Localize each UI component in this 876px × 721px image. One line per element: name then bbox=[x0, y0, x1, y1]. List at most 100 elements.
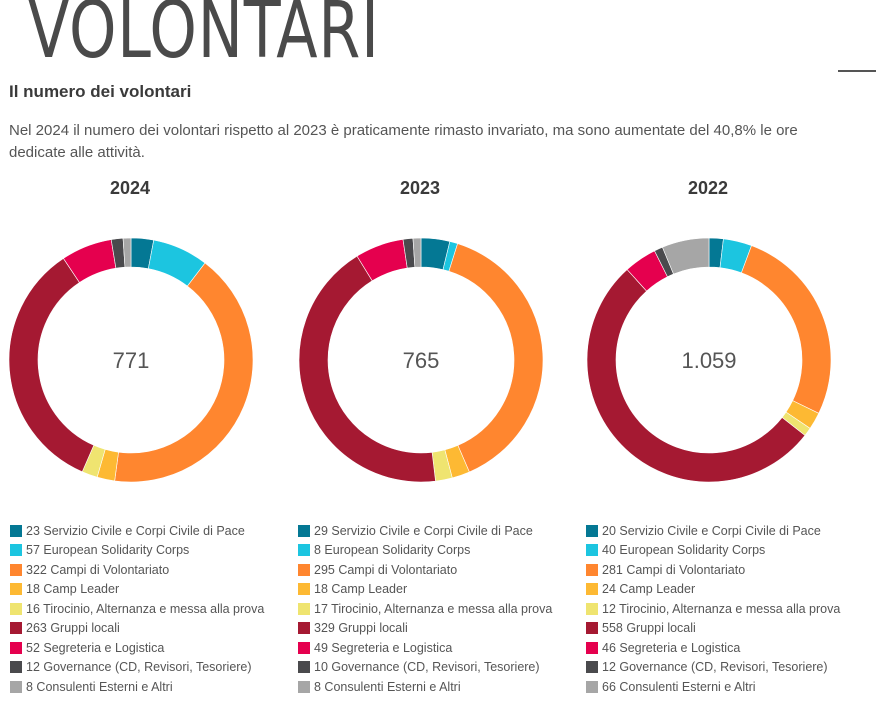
legend-label: 23 Servizio Civile e Corpi Civile di Pac… bbox=[26, 523, 245, 538]
legend-swatch bbox=[586, 563, 598, 576]
legend-label: 52 Segreteria e Logistica bbox=[26, 640, 165, 655]
donut-slice-consulenti-esterni-e-altri bbox=[122, 237, 132, 268]
donut-center-total: 771 bbox=[113, 348, 150, 373]
legend-label: 322 Campi di Volontariato bbox=[26, 562, 170, 577]
legend-swatch bbox=[298, 661, 310, 674]
donut-chart-2024: 771 bbox=[8, 237, 254, 483]
legend-label: 263 Gruppi locali bbox=[26, 621, 120, 636]
legend-item-camp-leader: 24 Camp Leader bbox=[586, 580, 840, 600]
legend-swatch bbox=[298, 622, 310, 635]
legend-swatch bbox=[10, 641, 22, 654]
legend-label: 8 Consulenti Esterni e Altri bbox=[26, 679, 173, 694]
legend-swatch bbox=[586, 622, 598, 635]
chart-legend: 23 Servizio Civile e Corpi Civile di Pac… bbox=[10, 521, 264, 697]
legend-item-consulenti-esterni-e-altri: 8 Consulenti Esterni e Altri bbox=[10, 677, 264, 697]
legend-swatch bbox=[10, 524, 22, 537]
legend-label: 10 Governance (CD, Revisori, Tesoriere) bbox=[314, 660, 540, 675]
legend-swatch bbox=[298, 524, 310, 537]
section-subtitle: Il numero dei volontari bbox=[9, 82, 192, 101]
legend-label: 40 European Solidarity Corps bbox=[602, 543, 766, 558]
legend-label: 29 Servizio Civile e Corpi Civile di Pac… bbox=[314, 523, 533, 538]
legend-item-gruppi-locali: 558 Gruppi locali bbox=[586, 619, 840, 639]
donut-slice-consulenti-esterni-e-altri bbox=[412, 237, 422, 268]
legend-label: 295 Campi di Volontariato bbox=[314, 562, 458, 577]
chart-legend: 29 Servizio Civile e Corpi Civile di Pac… bbox=[298, 521, 552, 697]
legend-swatch bbox=[10, 563, 22, 576]
legend-swatch bbox=[298, 641, 310, 654]
legend-swatch bbox=[586, 583, 598, 596]
legend-swatch bbox=[298, 680, 310, 693]
legend-item-servizio-civile-e-corpi-civile-di-pace: 20 Servizio Civile e Corpi Civile di Pac… bbox=[586, 521, 840, 541]
legend-item-tirocinio-alternanza-e-messa-alla-prova: 12 Tirocinio, Alternanza e messa alla pr… bbox=[586, 599, 840, 619]
chart-panel-2022: 2022 1.059 20 Servizio Civile e Corpi Ci… bbox=[578, 174, 868, 704]
page-title: VOLONTARI bbox=[28, 0, 380, 76]
legend-item-governance-cd-revisori-tesoriere: 12 Governance (CD, Revisori, Tesoriere) bbox=[10, 658, 264, 678]
donut-chart-2022: 1.059 bbox=[586, 237, 832, 483]
legend-label: 281 Campi di Volontariato bbox=[602, 562, 746, 577]
legend-swatch bbox=[586, 661, 598, 674]
donut-slice-gruppi-locali bbox=[586, 269, 806, 483]
legend-item-european-solidarity-corps: 57 European Solidarity Corps bbox=[10, 541, 264, 561]
legend-label: 329 Gruppi locali bbox=[314, 621, 408, 636]
legend-item-campi-di-volontariato: 322 Campi di Volontariato bbox=[10, 560, 264, 580]
chart-panel-2024: 2024 771 23 Servizio Civile e Corpi Civi… bbox=[0, 174, 290, 704]
legend-swatch bbox=[298, 544, 310, 557]
chart-title: 2023 bbox=[399, 178, 441, 198]
legend-item-camp-leader: 18 Camp Leader bbox=[298, 580, 552, 600]
legend-label: 49 Segreteria e Logistica bbox=[314, 640, 453, 655]
legend-item-campi-di-volontariato: 295 Campi di Volontariato bbox=[298, 560, 552, 580]
legend-swatch bbox=[298, 583, 310, 596]
legend-label: 17 Tirocinio, Alternanza e messa alla pr… bbox=[314, 601, 553, 616]
donut-slice-campi-di-volontariato bbox=[114, 262, 254, 483]
legend-item-tirocinio-alternanza-e-messa-alla-prova: 17 Tirocinio, Alternanza e messa alla pr… bbox=[298, 599, 552, 619]
legend-swatch bbox=[586, 680, 598, 693]
legend-label: 8 Consulenti Esterni e Altri bbox=[314, 679, 461, 694]
legend-label: 16 Tirocinio, Alternanza e messa alla pr… bbox=[26, 601, 265, 616]
chart-panel-2023: 2023 765 29 Servizio Civile e Corpi Civi… bbox=[290, 174, 580, 704]
chart-legend: 20 Servizio Civile e Corpi Civile di Pac… bbox=[586, 521, 840, 697]
legend-label: 46 Segreteria e Logistica bbox=[602, 640, 741, 655]
legend-item-european-solidarity-corps: 8 European Solidarity Corps bbox=[298, 541, 552, 561]
donut-slice-campi-di-volontariato bbox=[448, 243, 544, 473]
legend-item-consulenti-esterni-e-altri: 66 Consulenti Esterni e Altri bbox=[586, 677, 840, 697]
legend-swatch bbox=[586, 602, 598, 615]
legend-label: 12 Governance (CD, Revisori, Tesoriere) bbox=[602, 660, 828, 675]
legend-label: 8 European Solidarity Corps bbox=[314, 543, 471, 558]
donut-slice-consulenti-esterni-e-altri bbox=[662, 237, 710, 275]
legend-label: 12 Governance (CD, Revisori, Tesoriere) bbox=[26, 660, 252, 675]
donut-slice-campi-di-volontariato bbox=[741, 245, 832, 414]
legend-swatch bbox=[10, 583, 22, 596]
legend-swatch bbox=[586, 544, 598, 557]
legend-label: 12 Tirocinio, Alternanza e messa alla pr… bbox=[602, 601, 841, 616]
intro-paragraph: Nel 2024 il numero dei volontari rispett… bbox=[9, 122, 798, 161]
legend-swatch bbox=[298, 602, 310, 615]
legend-label: 24 Camp Leader bbox=[602, 582, 696, 597]
legend-label: 18 Camp Leader bbox=[26, 582, 120, 597]
legend-item-campi-di-volontariato: 281 Campi di Volontariato bbox=[586, 560, 840, 580]
legend-item-gruppi-locali: 329 Gruppi locali bbox=[298, 619, 552, 639]
chart-title: 2024 bbox=[109, 178, 151, 198]
donut-slice-gruppi-locali bbox=[8, 257, 95, 473]
legend-swatch bbox=[10, 622, 22, 635]
legend-item-servizio-civile-e-corpi-civile-di-pace: 29 Servizio Civile e Corpi Civile di Pac… bbox=[298, 521, 552, 541]
legend-item-governance-cd-revisori-tesoriere: 10 Governance (CD, Revisori, Tesoriere) bbox=[298, 658, 552, 678]
legend-swatch bbox=[298, 563, 310, 576]
donut-center-total: 765 bbox=[403, 348, 440, 373]
legend-label: 57 European Solidarity Corps bbox=[26, 543, 190, 558]
legend-item-consulenti-esterni-e-altri: 8 Consulenti Esterni e Altri bbox=[298, 677, 552, 697]
legend-swatch bbox=[586, 641, 598, 654]
legend-swatch bbox=[10, 661, 22, 674]
legend-label: 66 Consulenti Esterni e Altri bbox=[602, 679, 756, 694]
legend-item-european-solidarity-corps: 40 European Solidarity Corps bbox=[586, 541, 840, 561]
legend-item-governance-cd-revisori-tesoriere: 12 Governance (CD, Revisori, Tesoriere) bbox=[586, 658, 840, 678]
legend-item-segreteria-e-logistica: 49 Segreteria e Logistica bbox=[298, 638, 552, 658]
donut-center-total: 1.059 bbox=[681, 348, 736, 373]
legend-item-tirocinio-alternanza-e-messa-alla-prova: 16 Tirocinio, Alternanza e messa alla pr… bbox=[10, 599, 264, 619]
legend-item-segreteria-e-logistica: 46 Segreteria e Logistica bbox=[586, 638, 840, 658]
header-rule bbox=[838, 70, 876, 72]
legend-swatch bbox=[10, 544, 22, 557]
legend-label: 18 Camp Leader bbox=[314, 582, 408, 597]
legend-item-camp-leader: 18 Camp Leader bbox=[10, 580, 264, 600]
legend-swatch bbox=[10, 602, 22, 615]
legend-swatch bbox=[586, 524, 598, 537]
